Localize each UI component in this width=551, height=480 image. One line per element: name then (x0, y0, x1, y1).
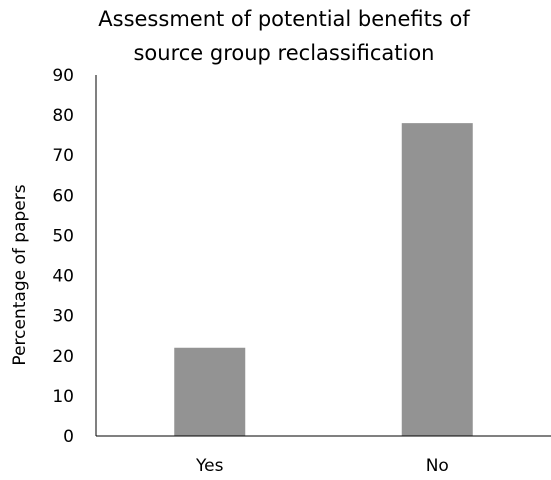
x-tick-labels: Yes No (195, 456, 449, 476)
y-tick-label: 80 (52, 106, 74, 126)
y-tick-label: 30 (52, 307, 74, 327)
y-tick-label: 10 (52, 387, 74, 407)
y-tick-label: 40 (52, 267, 74, 287)
y-tick-label: 20 (52, 347, 74, 367)
y-tick-label: 90 (52, 66, 74, 86)
chart-title-line-1: Assessment of potential benefits of (98, 7, 470, 31)
x-tick-label-no: No (426, 456, 449, 476)
bar-no (401, 123, 473, 436)
y-tick-labels: 0 10 20 30 40 50 60 70 80 90 (52, 66, 74, 447)
y-tick-label: 0 (63, 427, 74, 447)
chart-title-line-2: source group reclassification (133, 41, 434, 65)
y-axis-label: Percentage of papers (10, 184, 30, 365)
x-tick-label-yes: Yes (195, 456, 224, 476)
bar-yes (174, 347, 246, 436)
y-tick-label: 60 (52, 186, 74, 206)
y-tick-label: 70 (52, 146, 74, 166)
bars-group (174, 123, 473, 436)
y-tick-label: 50 (52, 226, 74, 246)
